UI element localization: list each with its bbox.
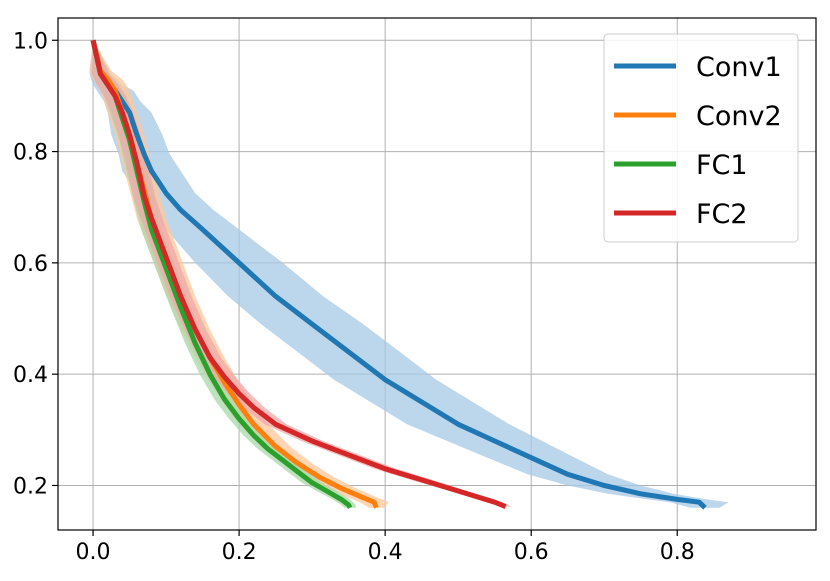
confidence-bands xyxy=(89,40,729,508)
x-tick-label: 0.2 xyxy=(222,540,257,565)
legend-label-fc2: FC2 xyxy=(696,199,748,230)
fc2-band xyxy=(91,40,512,507)
x-axis-ticks: 0.0 0.2 0.4 0.6 0.8 xyxy=(76,530,695,565)
x-tick-label: 0.0 xyxy=(76,540,111,565)
x-tick-label: 0.6 xyxy=(514,540,549,565)
y-tick-label: 0.2 xyxy=(13,474,48,499)
y-tick-label: 1.0 xyxy=(13,29,48,54)
legend-label-conv1: Conv1 xyxy=(696,52,782,83)
legend-label-fc1: FC1 xyxy=(696,150,748,181)
y-tick-label: 0.8 xyxy=(13,141,48,166)
conv1-band xyxy=(89,40,729,508)
plot-frame xyxy=(57,17,817,531)
legend: Conv1 Conv2 FC1 FC2 xyxy=(603,33,799,243)
y-tick-label: 0.6 xyxy=(13,252,48,277)
y-tick-label: 0.4 xyxy=(13,363,48,388)
x-tick-label: 0.4 xyxy=(368,540,403,565)
x-tick-label: 0.8 xyxy=(660,540,695,565)
legend-label-conv2: Conv2 xyxy=(696,101,782,132)
legend-box xyxy=(603,33,799,243)
fc2-line xyxy=(90,39,507,509)
series-lines xyxy=(90,39,707,510)
y-axis-ticks: 0.2 0.4 0.6 0.8 1.0 xyxy=(13,29,58,499)
conv1-line xyxy=(90,39,707,510)
